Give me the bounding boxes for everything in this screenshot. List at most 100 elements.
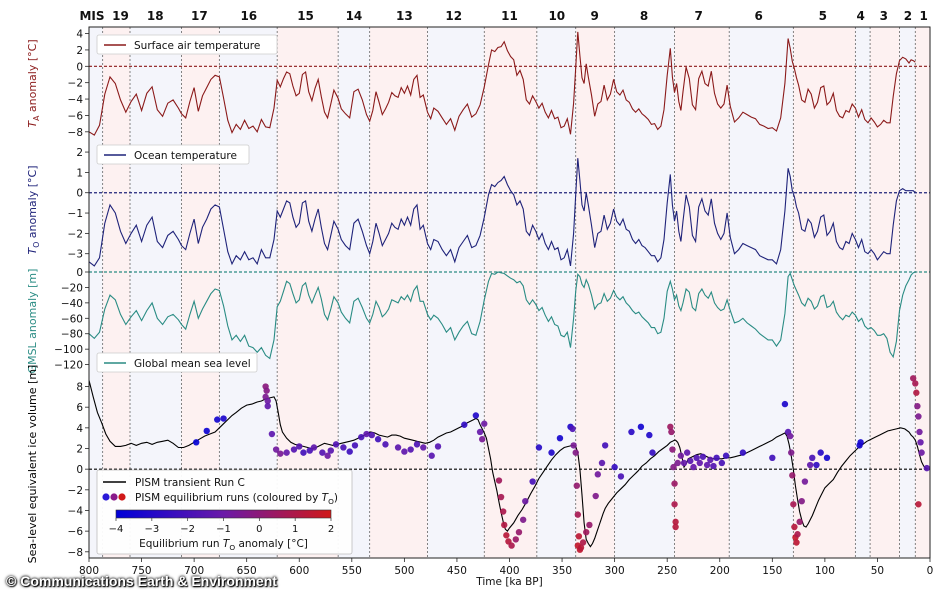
legend-label: Surface air temperature <box>134 40 260 52</box>
equilibrium-point <box>909 375 917 382</box>
equilibrium-point <box>794 531 801 538</box>
equilibrium-point <box>535 444 543 451</box>
equilibrium-point <box>497 493 505 501</box>
y-tick-label: −100 <box>54 344 83 356</box>
mis-label: 7 <box>695 9 703 23</box>
equilibrium-point <box>801 478 809 485</box>
equilibrium-point <box>672 518 679 526</box>
equilibrium-point <box>739 449 747 456</box>
equilibrium-point <box>796 518 803 526</box>
y-tick-label: −1 <box>68 208 83 220</box>
equilibrium-point <box>548 449 555 456</box>
series-line <box>88 380 929 548</box>
equilibrium-point <box>813 461 820 469</box>
equilibrium-point <box>668 428 675 436</box>
equilibrium-point <box>382 441 389 448</box>
y-tick-label: 1 <box>76 167 83 179</box>
colorbar-tick-label: 0 <box>256 524 262 535</box>
equilibrium-point <box>915 501 922 508</box>
x-tick-label: 200 <box>710 565 730 577</box>
legend-box <box>96 34 278 55</box>
mis-label: 17 <box>191 9 208 23</box>
equilibrium-point <box>340 444 347 451</box>
y-tick-label: −8 <box>68 127 83 139</box>
equilibrium-point <box>358 433 365 441</box>
equilibrium-point <box>283 449 290 456</box>
interglacial-band <box>674 27 730 558</box>
equilibrium-point <box>699 453 707 460</box>
panel-2: 2 1 0 −1 −2 −3 TO anomaly [°C] Ocean temperatur… <box>26 144 930 267</box>
mis-label: 1 <box>920 9 928 23</box>
equilibrium-point <box>264 397 271 405</box>
equilibrium-point <box>434 443 442 450</box>
y-tick-label: 0 <box>76 464 83 476</box>
equilibrium-point <box>290 446 298 453</box>
equilibrium-point <box>601 442 609 449</box>
equilibrium-point <box>915 413 922 420</box>
equilibrium-point <box>324 452 331 459</box>
equilibrium-point <box>769 454 776 462</box>
equilibrium-point <box>594 471 602 478</box>
equilibrium-point <box>529 478 536 485</box>
equilibrium-point <box>667 423 674 431</box>
equilibrium-point <box>420 444 427 451</box>
equilibrium-point <box>501 521 508 529</box>
equilibrium-point <box>713 454 720 462</box>
equilibrium-point <box>798 497 805 505</box>
x-tick-label: 150 <box>762 565 782 577</box>
colorbar <box>115 509 332 519</box>
colorbar-tick-label: −3 <box>144 524 159 535</box>
credit-watermark: © Communications Earth & Environment <box>6 573 277 589</box>
equilibrium-point <box>579 539 587 546</box>
y-tick-label: 2 <box>76 147 83 159</box>
equilibrium-point <box>481 420 488 427</box>
equilibrium-point <box>574 511 582 518</box>
equilibrium-point <box>598 459 606 467</box>
equilibrium-point <box>346 448 353 455</box>
equilibrium-point <box>856 442 863 449</box>
y-tick-label: −60 <box>61 313 83 325</box>
equilibrium-point <box>220 415 227 422</box>
x-axis: 800 750 700 650 600 550 500 450 400 350 300 250 200 1… <box>79 26 934 588</box>
y-tick-label: −6 <box>68 110 84 122</box>
equilibrium-point <box>913 389 920 396</box>
equilibrium-point <box>687 457 694 465</box>
equilibrium-point <box>683 449 691 456</box>
x-tick-label: 50 <box>871 565 884 577</box>
y-tick-label: 0 <box>76 267 83 279</box>
equilibrium-point <box>193 439 200 446</box>
equilibrium-point <box>672 523 679 531</box>
panel-4: 8 6 4 2 0 −2 −4 −6 −8 Sea-level equivalent ice vo… <box>26 365 931 563</box>
legend-marker <box>110 493 118 501</box>
equilibrium-point <box>817 449 824 456</box>
equilibrium-point <box>569 425 576 433</box>
equilibrium-point <box>428 452 435 459</box>
equilibrium-point <box>637 423 645 431</box>
y-tick-label: −4 <box>68 94 84 106</box>
interglacial-band <box>870 27 900 558</box>
equilibrium-point <box>916 428 923 436</box>
equilibrium-point <box>401 448 408 455</box>
equilibrium-point <box>476 428 484 436</box>
equilibrium-point <box>363 430 370 438</box>
y-tick-label: 2 <box>76 45 83 57</box>
equilibrium-point <box>611 463 618 471</box>
equilibrium-point <box>649 449 656 456</box>
equilibrium-point <box>690 463 697 471</box>
equilibrium-point <box>918 449 925 456</box>
equilibrium-point <box>570 442 577 449</box>
x-tick-label: 0 <box>927 565 934 577</box>
legend-label: Global mean sea level <box>134 358 251 370</box>
x-tick-label: 800 <box>79 565 99 577</box>
x-tick-label: 350 <box>552 565 572 577</box>
y-tick-label: −4 <box>68 505 84 517</box>
equilibrium-point <box>823 454 831 462</box>
y-tick-label: 0 <box>76 188 83 200</box>
mis-stage-labels: MIS 19 18 17 16 15 14 13 12 11 10 9 8 7 6 5 4 3 2 1 <box>79 9 927 23</box>
y-tick-label: −20 <box>61 282 83 294</box>
mis-label: 6 <box>754 9 762 23</box>
equilibrium-point <box>669 446 676 453</box>
equilibrium-point <box>263 387 270 394</box>
y-tick-label: −6 <box>68 526 84 538</box>
x-tick-label: 250 <box>657 565 677 577</box>
